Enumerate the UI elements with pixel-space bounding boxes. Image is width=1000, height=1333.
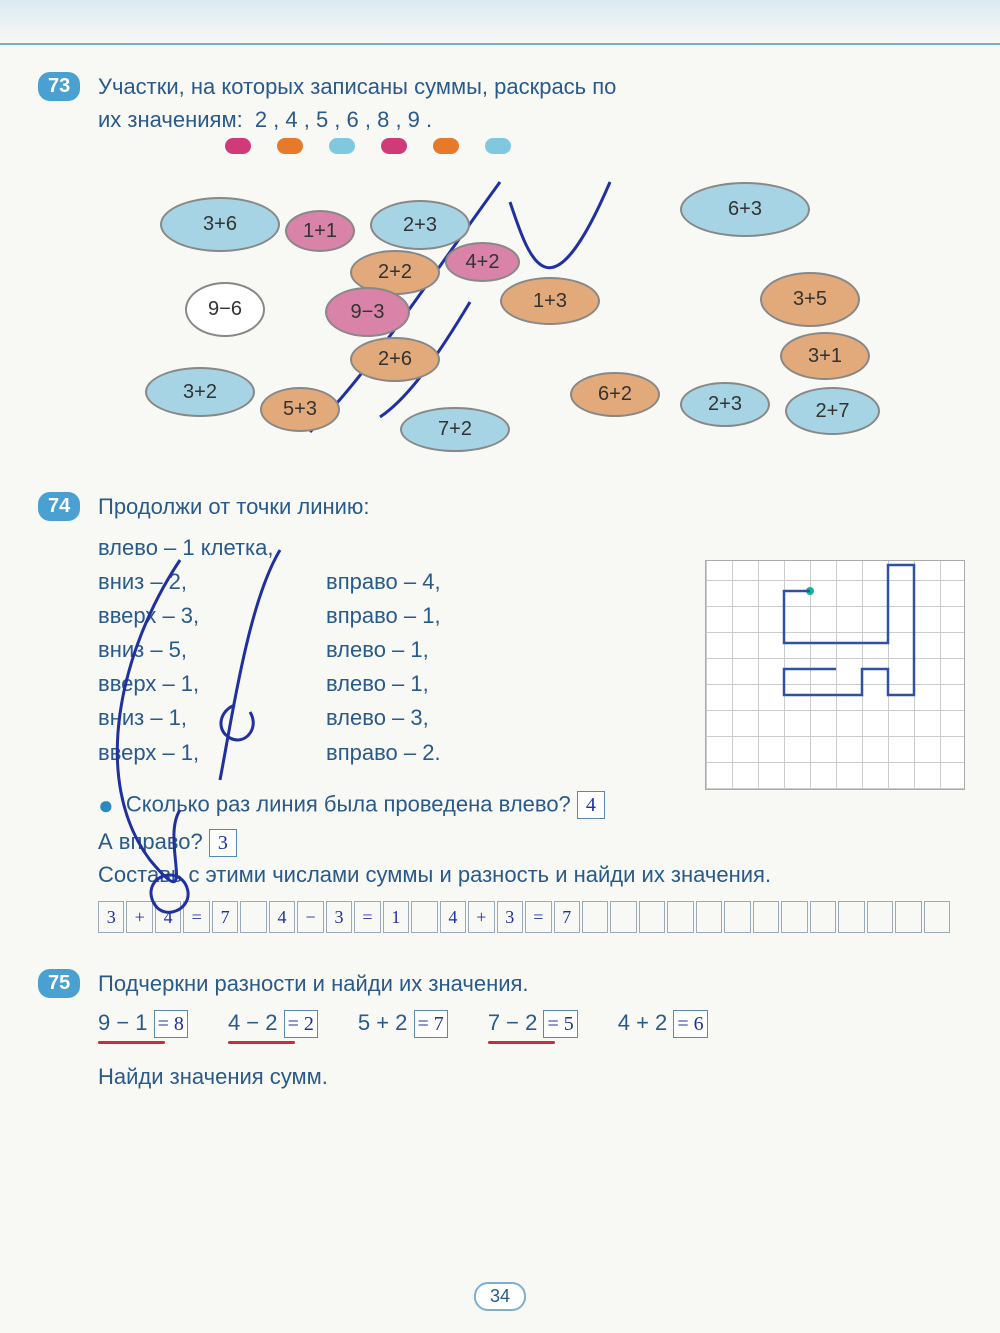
calc-cell[interactable] [724, 901, 750, 933]
task-number-badge: 73 [38, 72, 80, 101]
color-key-row [225, 138, 950, 154]
colored-region: 5+3 [260, 387, 340, 432]
task-75: 75 Подчеркни разности и найди их значени… [50, 967, 950, 1093]
task73-line2: их значениям: [98, 107, 243, 132]
colored-region: 3+5 [760, 272, 860, 327]
calc-cell[interactable] [411, 901, 437, 933]
calc-cell[interactable]: − [297, 901, 323, 933]
colored-region: 9−3 [325, 287, 410, 337]
answer-box-left[interactable]: 4 [577, 791, 605, 819]
color-dot [225, 138, 251, 154]
color-dot [381, 138, 407, 154]
calc-cell[interactable]: = [183, 901, 209, 933]
calc-cell[interactable]: 3 [98, 901, 124, 933]
calc-cell[interactable] [753, 901, 779, 933]
expression-item: 4 + 2 = 6 [618, 1010, 708, 1038]
q1-text: Сколько раз линия была проведена влево? [126, 791, 571, 816]
task-73: 73 Участки, на которых записаны суммы, р… [50, 70, 950, 462]
page-number: 34 [474, 1282, 526, 1311]
calc-cell[interactable]: 4 [269, 901, 295, 933]
calc-cell[interactable] [696, 901, 722, 933]
expression-item: 4 − 2 = 2 [228, 1010, 318, 1038]
calc-cell[interactable]: 1 [383, 901, 409, 933]
calc-cell[interactable] [810, 901, 836, 933]
colored-region: 2+3 [680, 382, 770, 427]
colored-region: 7+2 [400, 407, 510, 452]
coloring-picture: 3+61+12+36+32+24+29−69−31+33+53+13+22+65… [70, 172, 930, 462]
calc-cell[interactable]: = [354, 901, 380, 933]
answer-box-right[interactable]: 3 [209, 829, 237, 857]
calc-cell[interactable]: 4 [440, 901, 466, 933]
colored-region: 9−6 [185, 282, 265, 337]
answer-box[interactable]: = 2 [284, 1010, 318, 1038]
colored-region: 1+1 [285, 210, 355, 252]
task-number-badge: 75 [38, 969, 80, 998]
difference-underline [228, 1041, 295, 1044]
task74-instruction: Составь с этими числами суммы и разность… [98, 862, 771, 887]
page-header-decoration [0, 0, 1000, 45]
colored-region: 1+3 [500, 277, 600, 325]
calc-cell[interactable]: 7 [212, 901, 238, 933]
calc-cell[interactable]: 3 [326, 901, 352, 933]
task73-line1: Участки, на которых записаны суммы, раск… [98, 74, 616, 99]
calc-row: 3+4=74−3=14+3=7 [98, 901, 950, 933]
calc-cell[interactable]: = [525, 901, 551, 933]
color-dot [485, 138, 511, 154]
calc-cell[interactable] [924, 901, 950, 933]
task74-question-block: ● Сколько раз линия была проведена влево… [98, 786, 950, 891]
expression-item: 9 − 1 = 8 [98, 1010, 188, 1038]
calc-cell[interactable] [582, 901, 608, 933]
q2-text: А вправо? [98, 829, 203, 854]
difference-underline [98, 1041, 165, 1044]
calc-cell[interactable] [781, 901, 807, 933]
answer-box[interactable]: = 6 [673, 1010, 707, 1038]
colored-region: 4+2 [445, 242, 520, 282]
drawn-path [784, 565, 914, 695]
calc-cell[interactable]: 4 [155, 901, 181, 933]
answer-box[interactable]: = 8 [154, 1010, 188, 1038]
colored-region: 2+6 [350, 337, 440, 382]
task75-title: Подчеркни разности и найди их значения. [98, 967, 950, 1000]
expression-item: 5 + 2 = 7 [358, 1010, 448, 1038]
grid-drawing-area [705, 560, 965, 790]
colored-region: 3+1 [780, 332, 870, 380]
answer-box[interactable]: = 5 [543, 1010, 577, 1038]
calc-cell[interactable] [867, 901, 893, 933]
colored-region: 6+2 [570, 372, 660, 417]
task-73-text: Участки, на которых записаны суммы, раск… [98, 70, 950, 136]
color-dot [329, 138, 355, 154]
calc-cell[interactable]: 7 [554, 901, 580, 933]
bullet-icon: ● [98, 790, 114, 820]
task-74-title: Продолжи от точки линию: [98, 490, 950, 523]
color-dot [433, 138, 459, 154]
color-key-values: 2 , 4 , 5 , 6 , 8 , 9 . [255, 107, 432, 132]
calc-cell[interactable] [639, 901, 665, 933]
difference-underline [488, 1041, 555, 1044]
answer-box[interactable]: = 7 [414, 1010, 448, 1038]
colored-region: 3+2 [145, 367, 255, 417]
colored-region: 2+3 [370, 200, 470, 250]
calc-cell[interactable]: + [126, 901, 152, 933]
calc-cell[interactable] [240, 901, 266, 933]
colored-region: 6+3 [680, 182, 810, 237]
colored-region: 3+6 [160, 197, 280, 252]
calc-cell[interactable] [838, 901, 864, 933]
calc-cell[interactable]: 3 [497, 901, 523, 933]
calc-cell[interactable] [895, 901, 921, 933]
task75-instruction2: Найди значения сумм. [98, 1060, 950, 1093]
color-dot [277, 138, 303, 154]
task-number-badge: 74 [38, 492, 80, 521]
calc-cell[interactable]: + [468, 901, 494, 933]
calc-cell[interactable] [667, 901, 693, 933]
calc-cell[interactable] [610, 901, 636, 933]
expression-item: 7 − 2 = 5 [488, 1010, 578, 1038]
colored-region: 2+7 [785, 387, 880, 435]
task75-expressions: 9 − 1 = 8 4 − 2 = 2 5 + 2 = 7 7 − 2 = 5 4 + … [98, 1010, 950, 1038]
